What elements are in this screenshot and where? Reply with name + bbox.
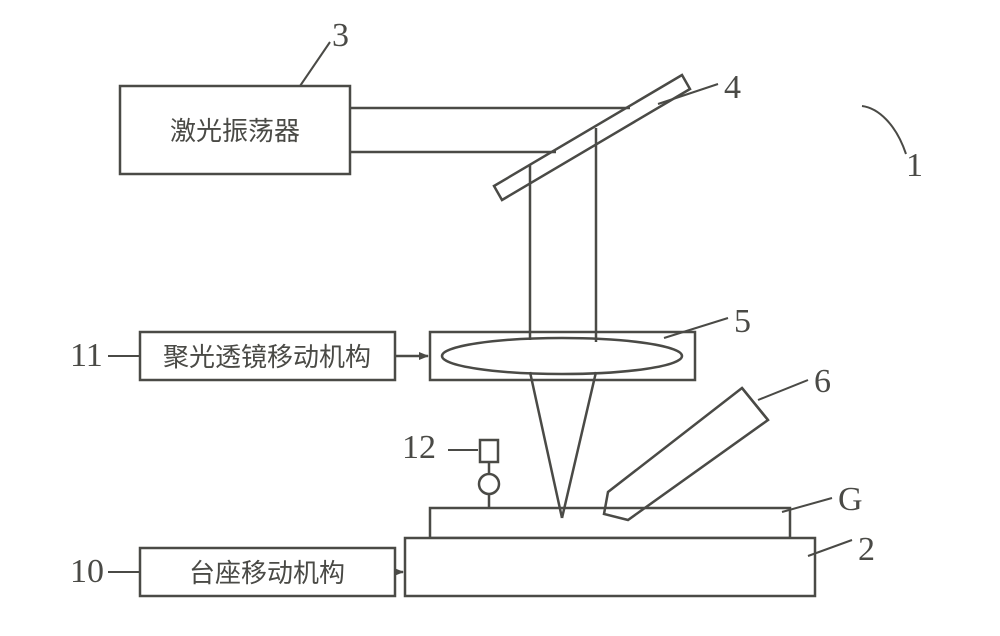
mirror <box>494 75 690 200</box>
label-3: 3 <box>332 17 349 54</box>
beam-converge-right <box>562 372 596 518</box>
leader-1 <box>862 106 906 154</box>
label-6: 6 <box>814 363 831 400</box>
label-2: 2 <box>858 531 875 568</box>
laser-oscillator-label: 激光振荡器 <box>170 117 300 146</box>
label-11: 11 <box>70 337 103 374</box>
label-12: 12 <box>402 429 436 466</box>
workpiece-glass <box>430 508 790 538</box>
pedestal-stage <box>405 538 815 596</box>
label-5: 5 <box>734 303 751 340</box>
label-4: 4 <box>724 69 741 106</box>
leader-g <box>782 498 832 512</box>
nozzle <box>604 388 768 520</box>
label-1: 1 <box>906 147 923 184</box>
probe-sensor <box>479 440 499 508</box>
leader-6 <box>758 380 808 400</box>
label-10: 10 <box>70 553 104 590</box>
beam-converge-left <box>530 372 562 518</box>
condenser-lens-move-label: 聚光透镜移动机构 <box>163 343 371 372</box>
leader-3 <box>300 42 330 86</box>
label-g: G <box>838 481 863 518</box>
pedestal-move-label: 台座移动机构 <box>189 559 345 588</box>
